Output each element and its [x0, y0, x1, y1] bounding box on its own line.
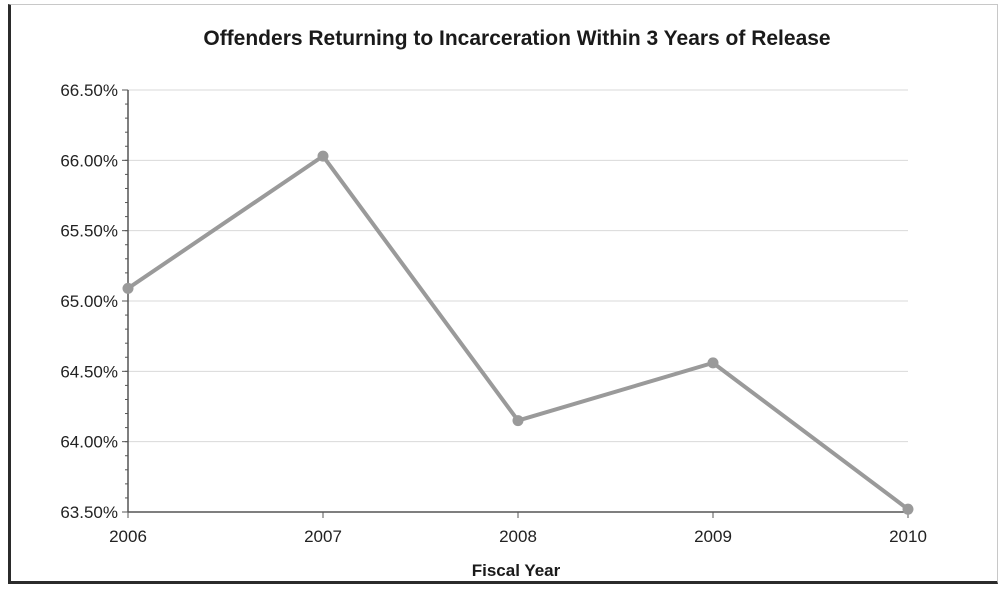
data-point [512, 415, 524, 427]
gridlines [128, 89, 908, 443]
chart-title: Offenders Returning to Incarceration Wit… [203, 27, 830, 50]
x-tick-label: 2007 [304, 527, 342, 546]
x-axis-tick-labels: 2006 2007 2008 2009 2010 [109, 527, 927, 546]
y-tick-label: 64.00% [60, 433, 118, 452]
x-axis-title: Fiscal Year [472, 561, 561, 580]
data-point [902, 503, 914, 515]
y-tick-label: 63.50% [60, 503, 118, 522]
y-tick-label: 65.00% [60, 292, 118, 311]
y-tick-label: 64.50% [60, 362, 118, 381]
data-point [707, 357, 719, 369]
series [122, 150, 914, 515]
y-axis-tick-labels: 63.50% 64.00% 64.50% 65.00% 65.50% 66.00% 66.5… [60, 81, 118, 522]
x-tick-label: 2010 [889, 527, 927, 546]
chart-frame [8, 4, 998, 584]
x-tick-label: 2008 [499, 527, 537, 546]
series-line [126, 154, 910, 512]
data-point [317, 150, 329, 162]
data-point [122, 282, 134, 294]
y-tick-label: 65.50% [60, 222, 118, 241]
x-tick-label: 2009 [694, 527, 732, 546]
axes [122, 89, 909, 518]
y-tick-label: 66.00% [60, 151, 118, 170]
y-tick-label: 66.50% [60, 81, 118, 100]
x-tick-label: 2006 [109, 527, 147, 546]
